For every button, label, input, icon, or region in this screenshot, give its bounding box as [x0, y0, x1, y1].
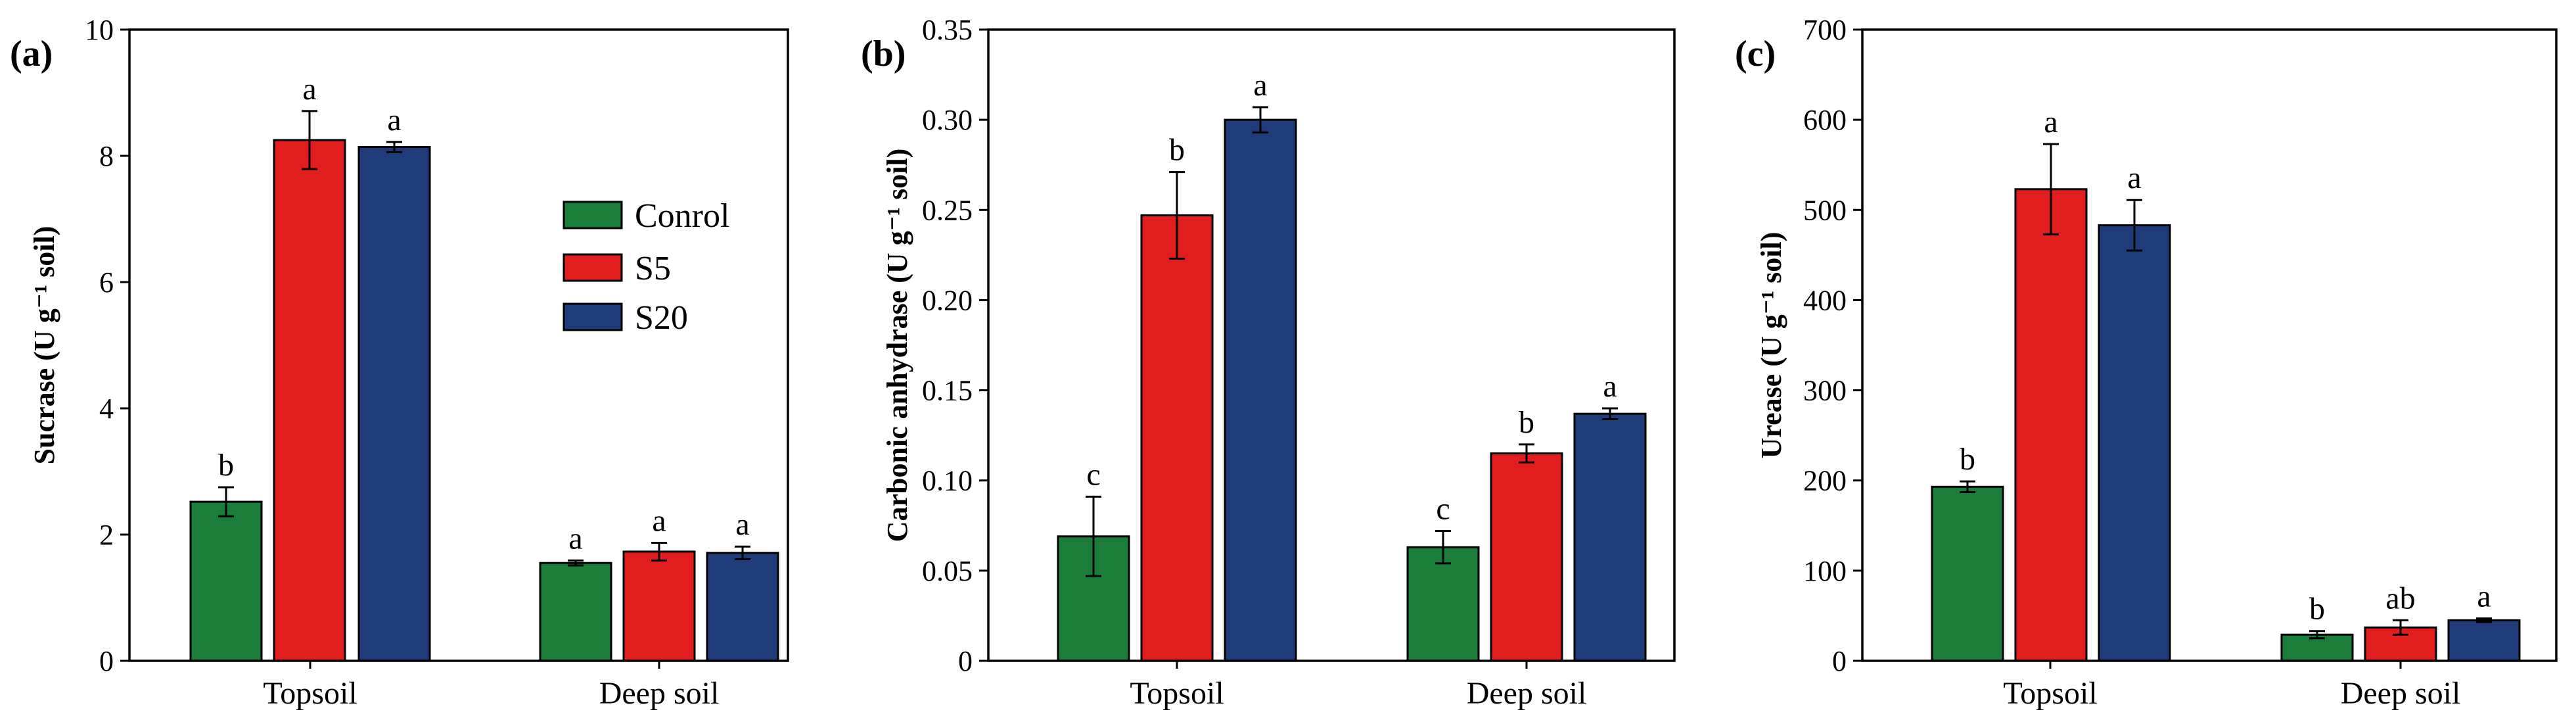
y-tick-label: 10 [85, 14, 114, 46]
y-tick-label: 6 [99, 266, 114, 299]
bar-s5-deep-soil [622, 550, 696, 662]
legend-swatch [563, 253, 623, 282]
bar-s5-topsoil [2014, 188, 2088, 662]
y-tick-label: 700 [1803, 14, 1847, 46]
y-tick-label: 500 [1803, 194, 1847, 226]
significance-letter: a [2127, 160, 2141, 195]
legend-item-s20: S20 [563, 299, 688, 337]
significance-letter: a [1253, 68, 1267, 103]
x-tick-label: Topsoil [2003, 676, 2097, 711]
y-tick-label: 4 [99, 393, 114, 425]
significance-letter: a [1603, 369, 1617, 404]
plot-frame [987, 28, 1676, 662]
y-tick-label: 600 [1803, 104, 1847, 136]
y-tick-label: 100 [1803, 555, 1847, 587]
significance-letter: a [568, 521, 582, 556]
panel-c: (c) Urease (U g⁻¹ soil) 0 100 200 300 400 500 60… [1735, 14, 2558, 711]
legend-item-s5: S5 [563, 250, 671, 287]
bar-s20-deep-soil [706, 552, 779, 662]
y-tick-label: 0.15 [922, 375, 973, 407]
panel-label: (a) [10, 34, 53, 74]
bar-s20-topsoil [2098, 224, 2171, 662]
plot-frame [128, 28, 789, 662]
y-tick-label: 0.05 [922, 555, 973, 587]
legend-label: Conrol [635, 197, 729, 235]
significance-letter: c [1086, 457, 1100, 492]
panel-label: (b) [861, 34, 906, 74]
x-tick-label: Deep soil [2341, 676, 2461, 711]
y-tick-label: 0 [1832, 645, 1847, 677]
significance-letter: a [735, 507, 749, 542]
bar-conrol-deep-soil [1406, 546, 1480, 662]
y-tick-label: 0.20 [922, 284, 973, 316]
legend-item-conrol: Conrol [563, 197, 729, 235]
y-tick-label: 8 [99, 140, 114, 172]
y-tick-label: 300 [1803, 375, 1847, 407]
bar-s20-deep-soil [2447, 619, 2521, 662]
y-axis-label: Sucrase (U g⁻¹ soil) [28, 226, 60, 465]
significance-letter: b [1960, 442, 1975, 477]
panel-b: (b) Carbonic anhydrase (U g⁻¹ soil) 0 0.05 0… [861, 14, 1676, 711]
y-tick-label: 0.25 [922, 194, 973, 226]
y-axis-label: Carbonic anhydrase (U g⁻¹ soil) [881, 149, 913, 542]
legend-label: S20 [635, 299, 688, 337]
legend-label: S5 [635, 250, 671, 287]
plot-frame [1861, 28, 2558, 662]
x-tick-label: Topsoil [263, 676, 357, 711]
legend-swatch [563, 302, 623, 331]
significance-letter: a [387, 103, 401, 137]
significance-letter: c [1436, 492, 1450, 527]
y-tick-label: 400 [1803, 284, 1847, 316]
x-tick-label: Deep soil [599, 676, 720, 711]
y-tick-label: 2 [99, 519, 114, 551]
significance-letter: a [302, 72, 316, 107]
bar-s20-topsoil [357, 146, 431, 662]
significance-letter: b [1519, 405, 1534, 440]
significance-letter: b [1169, 133, 1185, 168]
bar-s20-deep-soil [1573, 412, 1647, 662]
significance-letter: ab [2385, 581, 2415, 615]
panel-label: (c) [1735, 34, 1776, 74]
significance-letter: b [218, 448, 234, 483]
bar-conrol-deep-soil [539, 562, 612, 662]
bar-conrol-topsoil [1931, 485, 2004, 662]
y-tick-label: 0.30 [922, 104, 973, 136]
panel-a: (a) Sucrase (U g⁻¹ soil) 0 2 4 6 8 10 b a a Topsoil… [10, 14, 789, 711]
y-tick-label: 0.10 [922, 465, 973, 497]
x-tick-label: Deep soil [1467, 676, 1587, 711]
bar-s20-topsoil [1224, 118, 1297, 662]
significance-letter: a [2044, 105, 2058, 139]
significance-letter: b [2309, 592, 2325, 627]
significance-letter: a [2477, 579, 2491, 614]
legend-swatch [563, 201, 623, 229]
y-tick-label: 0 [99, 645, 114, 677]
significance-letter: a [652, 503, 666, 538]
bar-s5-topsoil [273, 139, 346, 662]
x-tick-label: Topsoil [1130, 676, 1224, 711]
y-axis-label: Urease (U g⁻¹ soil) [1755, 232, 1787, 459]
y-tick-label: 0 [958, 645, 973, 677]
bar-conrol-topsoil [189, 500, 263, 662]
bar-s5-deep-soil [1490, 452, 1563, 662]
y-tick-label: 200 [1803, 465, 1847, 497]
legend: Conrol S5 S20 [563, 197, 729, 337]
y-tick-label: 0.35 [922, 14, 973, 46]
bar-s5-topsoil [1140, 214, 1214, 662]
